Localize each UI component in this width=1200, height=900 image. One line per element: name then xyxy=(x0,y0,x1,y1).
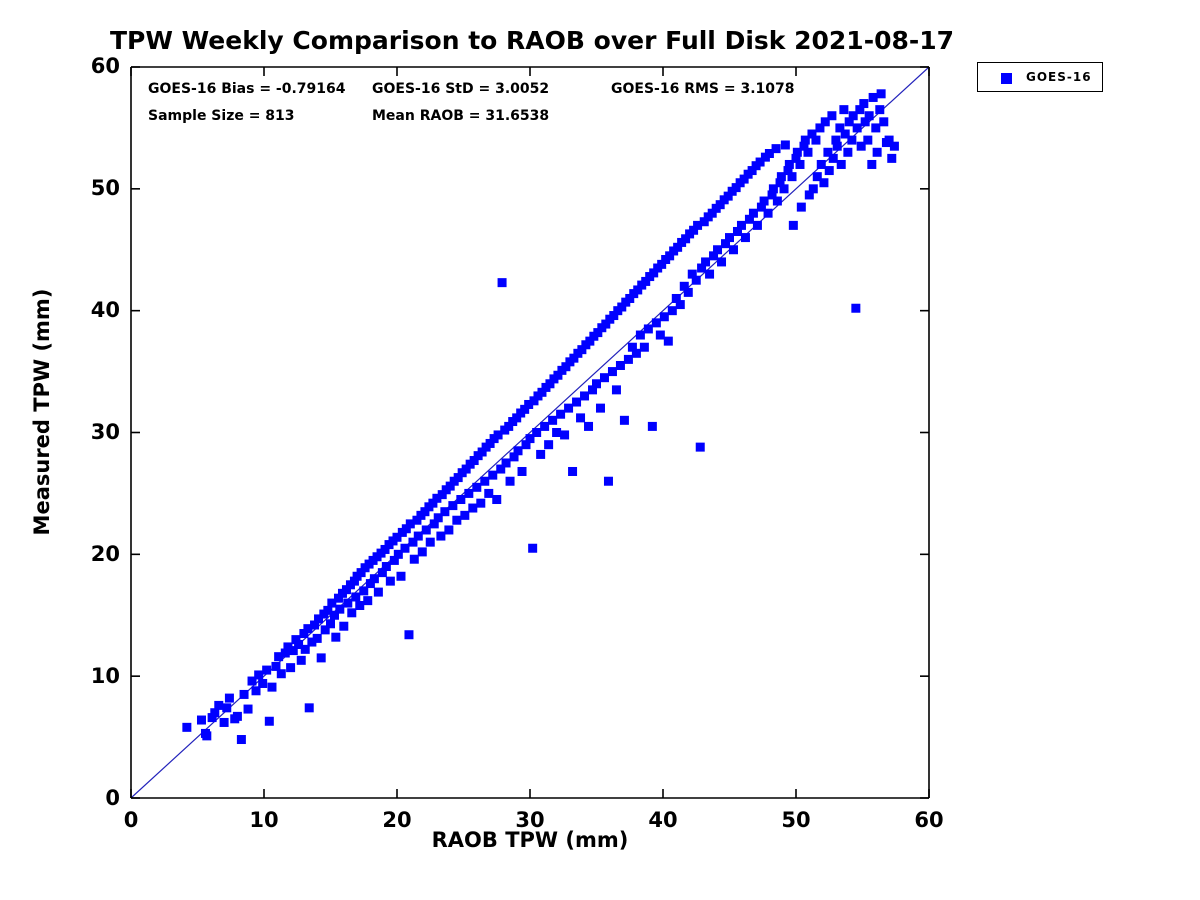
y-tick-label-0: 0 xyxy=(105,786,120,810)
x-tick-label-60: 60 xyxy=(914,808,944,832)
y-axis-label: Measured TPW (mm) xyxy=(30,288,54,536)
annotation-bias: GOES-16 Bias = -0.79164 xyxy=(148,81,346,97)
legend-label-goes-16: GOES-16 xyxy=(1026,70,1092,84)
x-axis-label: RAOB TPW (mm) xyxy=(431,828,629,852)
x-tick-label-40: 40 xyxy=(648,808,678,832)
scatter-plot-svg xyxy=(131,67,929,798)
x-tick-label-30: 30 xyxy=(515,808,545,832)
annotation-mean-raob: Mean RAOB = 31.6538 xyxy=(372,108,550,124)
legend-marker-goes-16 xyxy=(1001,73,1012,84)
annotation-sample-size: Sample Size = 813 xyxy=(148,108,295,124)
chart-title: TPW Weekly Comparison to RAOB over Full … xyxy=(109,26,955,55)
x-tick-label-50: 50 xyxy=(781,808,811,832)
annotation-std: GOES-16 StD = 3.0052 xyxy=(372,81,550,97)
y-tick-label-20: 20 xyxy=(90,542,120,566)
y-tick-label-60: 60 xyxy=(90,54,120,78)
legend[interactable]: GOES-16 xyxy=(977,62,1103,92)
y-tick-label-10: 10 xyxy=(90,664,120,688)
x-tick-label-10: 10 xyxy=(249,808,279,832)
y-tick-label-50: 50 xyxy=(90,176,120,200)
y-tick-label-30: 30 xyxy=(90,420,120,444)
x-tick-label-20: 20 xyxy=(382,808,412,832)
plot-area xyxy=(131,67,929,798)
x-tick-label-0: 0 xyxy=(123,808,139,832)
y-tick-label-40: 40 xyxy=(90,298,120,322)
annotation-rms: GOES-16 RMS = 3.1078 xyxy=(611,81,795,97)
